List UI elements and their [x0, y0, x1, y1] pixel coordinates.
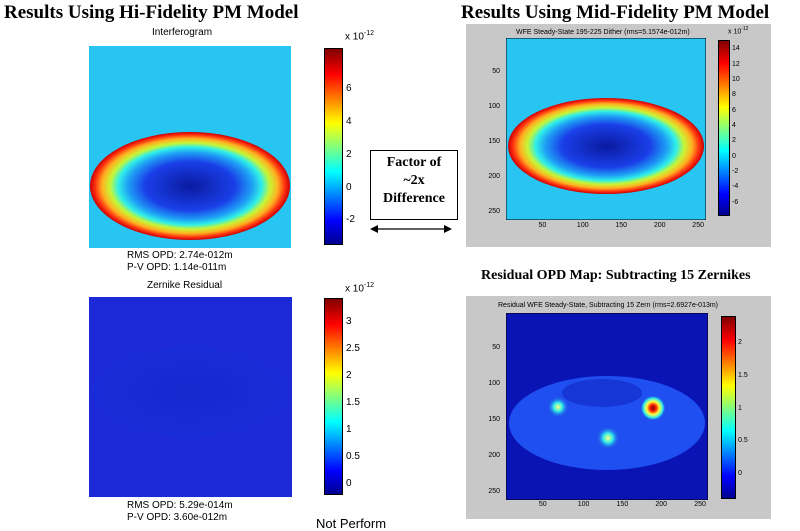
- colorbar-tick-label: 2: [346, 370, 352, 382]
- double-arrow-icon: [370, 225, 452, 233]
- factor-box: Factor of ~2x Difference: [370, 150, 458, 220]
- residual-wfe-xticks: 50 100 150 200 250: [506, 501, 708, 515]
- factor-line-1: Factor of: [386, 155, 442, 170]
- y-tick-label: 250: [488, 487, 500, 495]
- interferogram-colorbar-scale: x 10-12: [345, 30, 375, 43]
- wfe-colorbar-ticks: 14 12 10 8 6 4 2 0 -2 -4 -6: [732, 40, 762, 216]
- x-tick-label: 150: [616, 501, 629, 508]
- colorbar-tick-label: 3: [346, 316, 352, 328]
- colorbar-tick-label: 0: [346, 478, 352, 490]
- wfe-figure: WFE Steady-State 195-225 Dither (rms=5.1…: [466, 24, 771, 247]
- residual-wfe-plot: [506, 313, 708, 500]
- colorbar-tick-label: 12: [732, 60, 740, 68]
- x-tick-label: 50: [538, 222, 547, 229]
- footer-text: Not Perform: [316, 516, 387, 531]
- factor-line-2: ~2x: [403, 173, 425, 188]
- colorbar-tick-label: 2.5: [346, 343, 360, 355]
- colorbar-tick-label: 1.5: [738, 372, 748, 380]
- interferogram-colorbar-ticks: 6 4 2 0 -2: [346, 48, 376, 245]
- residual-wfe-yticks: 50 100 150 200 250: [466, 313, 504, 500]
- y-tick-label: 250: [488, 208, 500, 215]
- zernike-residual-rms: RMS OPD: 5.29e-014m: [127, 500, 233, 511]
- zernike-residual-pv: P-V OPD: 3.60e-012m: [127, 512, 228, 523]
- x-tick-label: 100: [576, 222, 589, 229]
- colorbar-tick-label: 1.5: [346, 397, 360, 409]
- factor-line-3: Difference: [383, 191, 445, 206]
- zernike-residual-colorbar: [324, 298, 343, 495]
- x-tick-label: 100: [577, 501, 590, 508]
- residual-wfe-colorbar: [721, 316, 736, 499]
- residual-wfe-colorbar-ticks: 2 1.5 1 0.5 0: [738, 316, 768, 499]
- residual-wfe-figure: Residual WFE Steady-State, Subtracting 1…: [466, 296, 771, 519]
- zernike-residual-aperture: [92, 347, 288, 437]
- wfe-plot: [506, 38, 706, 220]
- y-tick-label: 150: [488, 415, 500, 423]
- mid-fidelity-heading: Results Using Mid-Fidelity PM Model: [461, 2, 770, 23]
- x-tick-label: 250: [692, 222, 704, 229]
- x-tick-label: 200: [655, 501, 668, 508]
- interferogram-aperture: [90, 132, 290, 240]
- colorbar-tick-label: 2: [738, 339, 742, 347]
- residual-wfe-dark-region: [562, 379, 642, 407]
- x-tick-label: 50: [538, 501, 547, 508]
- residual-hotspot-right: [640, 395, 666, 421]
- wfe-colorbar-scale: x 10-12: [728, 26, 749, 36]
- colorbar-tick-label: 2: [732, 137, 736, 145]
- colorbar-tick-label: 6: [346, 83, 352, 95]
- x-tick-label: 200: [653, 222, 666, 229]
- y-tick-label: 100: [488, 103, 500, 110]
- residual-hotspot-left: [547, 396, 569, 418]
- colorbar-tick-label: -2: [346, 214, 355, 226]
- colorbar-tick-label: 0.5: [346, 451, 360, 463]
- colorbar-tick-label: 0: [732, 152, 736, 160]
- colorbar-tick-label: 0: [738, 470, 742, 478]
- colorbar-tick-label: -6: [732, 198, 739, 206]
- colorbar-tick-label: 6: [732, 106, 736, 114]
- colorbar-tick-label: 0.5: [738, 437, 748, 445]
- zernike-residual-plot: [89, 297, 292, 497]
- residual-hotspot-bottom: [596, 426, 620, 450]
- colorbar-tick-label: 2: [346, 148, 352, 160]
- hi-fidelity-heading: Results Using Hi-Fidelity PM Model: [4, 2, 299, 23]
- wfe-title: WFE Steady-State 195-225 Dither (rms=5.1…: [516, 29, 690, 36]
- interferogram-rms: RMS OPD: 2.74e-012m: [127, 250, 233, 261]
- zernike-residual-colorbar-scale: x 10-12: [345, 282, 375, 295]
- colorbar-tick-label: 4: [732, 122, 736, 129]
- x-tick-label: 150: [615, 222, 628, 229]
- y-tick-label: 100: [488, 379, 500, 387]
- y-tick-label: 200: [488, 451, 500, 459]
- wfe-xticks: 50 100 150 200 250: [506, 222, 706, 236]
- interferogram-pv: P-V OPD: 1.14e-011m: [127, 262, 227, 273]
- colorbar-tick-label: 1: [738, 404, 742, 412]
- wfe-colorbar: [718, 40, 730, 216]
- interferogram-title: Interferogram: [152, 27, 213, 38]
- y-tick-label: 50: [492, 68, 500, 75]
- colorbar-tick-label: 14: [732, 45, 740, 53]
- zernike-residual-colorbar-ticks: 3 2.5 2 1.5 1 0.5 0: [346, 298, 376, 495]
- colorbar-tick-label: -2: [732, 167, 739, 175]
- colorbar-tick-label: 8: [732, 91, 736, 99]
- y-tick-label: 150: [488, 138, 500, 145]
- colorbar-tick-label: 1: [346, 424, 352, 436]
- colorbar-tick-label: 4: [346, 115, 352, 127]
- interferogram-colorbar: [324, 48, 343, 245]
- residual-wfe-title: Residual WFE Steady-State, Subtracting 1…: [498, 302, 719, 309]
- zernike-residual-title: Zernike Residual: [147, 280, 223, 291]
- residual-opd-heading: Residual OPD Map: Subtracting 15 Zernike…: [481, 268, 751, 283]
- colorbar-tick-label: 10: [732, 76, 740, 84]
- wfe-aperture: [508, 98, 704, 194]
- colorbar-tick-label: 0: [346, 181, 352, 193]
- interferogram-plot: [89, 46, 291, 248]
- colorbar-tick-label: -4: [732, 183, 739, 191]
- x-tick-label: 250: [694, 501, 706, 508]
- y-tick-label: 200: [488, 173, 500, 180]
- y-tick-label: 50: [492, 343, 500, 351]
- wfe-yticks: 50 100 150 200 250: [466, 38, 504, 220]
